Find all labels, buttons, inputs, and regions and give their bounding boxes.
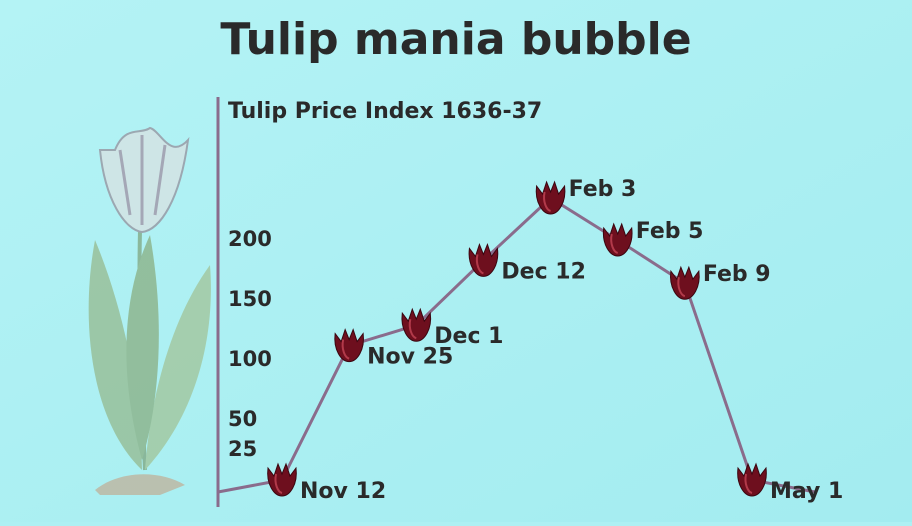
point-label: Nov 12 — [300, 479, 386, 504]
tulip-petal — [737, 462, 767, 497]
tulip-highlight — [475, 254, 484, 275]
tulip-highlight — [543, 191, 551, 212]
tulip-petal — [334, 328, 364, 363]
tulip-highlight — [677, 277, 686, 298]
tulip-marker — [468, 242, 499, 277]
tulip-petal — [535, 180, 566, 215]
tulip-petal — [602, 222, 633, 257]
point-label: Feb 5 — [636, 219, 704, 244]
point-label: Nov 25 — [367, 345, 453, 370]
y-tick-label: 25 — [228, 437, 257, 461]
point-label: Feb 9 — [703, 262, 771, 287]
chart-title: Tulip mania bubble — [220, 14, 691, 65]
tulip-marker — [267, 462, 297, 497]
tulip-marker — [401, 307, 432, 342]
y-tick-label: 150 — [228, 287, 272, 311]
y-tick-label: 50 — [228, 407, 257, 431]
tulip-petal — [670, 265, 700, 300]
tulip-highlight — [341, 339, 350, 360]
chart-subtitle: Tulip Price Index 1636-37 — [228, 99, 542, 124]
tulip-petal — [401, 307, 432, 342]
tulip-petal — [267, 462, 297, 497]
tulip-highlight — [610, 233, 619, 254]
tulip-marker — [535, 180, 566, 215]
tulip-illustration — [88, 126, 211, 495]
tulip-marker — [602, 222, 633, 257]
point-label: Dec 12 — [501, 259, 586, 284]
point-label: Feb 3 — [569, 177, 637, 202]
tulip-highlight — [274, 473, 283, 494]
tulip-marker — [670, 265, 700, 300]
tulip-highlight — [744, 473, 753, 494]
point-label: May 1 — [770, 479, 843, 504]
tulip-highlight — [408, 319, 417, 340]
y-tick-label: 100 — [228, 347, 272, 371]
tulip-petal — [468, 242, 499, 277]
tulip-marker — [737, 462, 767, 497]
tulip-marker — [334, 328, 364, 363]
y-tick-label: 200 — [228, 227, 272, 251]
point-label: Dec 1 — [434, 324, 503, 349]
